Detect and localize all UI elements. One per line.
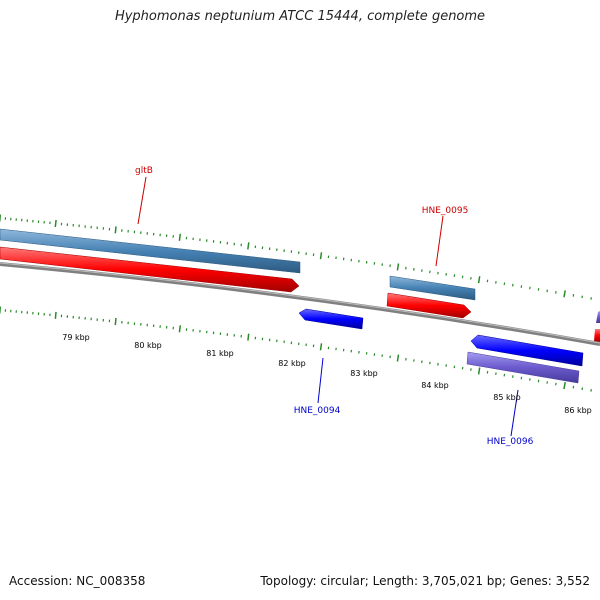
- cds-HNE_0094[interactable]: [298, 308, 364, 330]
- cds-HNE_0096[interactable]: [470, 334, 584, 367]
- scale-label: 79 kbp: [62, 333, 90, 342]
- label-HNE_0096[interactable]: HNE_0096: [487, 437, 534, 447]
- major-tick: [114, 226, 117, 234]
- scale-label: 81 kbp: [206, 349, 234, 358]
- map-title: Hyphomonas neptunium ATCC 15444, complet…: [114, 9, 486, 24]
- label-HNE_0094[interactable]: HNE_0094: [294, 406, 341, 416]
- outer-tick-ring: [0, 214, 592, 300]
- minor-tick: [581, 387, 584, 391]
- leader-HNE_0094: [317, 357, 324, 404]
- cds-HNE_0095[interactable]: [386, 292, 472, 319]
- major-tick: [563, 290, 566, 298]
- major-tick: [477, 276, 481, 284]
- scale-labels: 79 kbp 80 kbp 81 kbp 82 kbp 83 kbp 84 kb…: [62, 333, 592, 415]
- inner-tick-ring: [0, 306, 592, 392]
- minor-tick: [503, 373, 506, 377]
- leader-HNE_0095: [435, 215, 444, 267]
- cds-partial-right[interactable]: [594, 329, 600, 342]
- major-tick: [247, 333, 250, 341]
- accession-text: Accession: NC_008358: [9, 574, 146, 588]
- gene-gltB[interactable]: [0, 228, 301, 274]
- major-tick: [396, 354, 400, 362]
- scale-label: 85 kbp: [493, 393, 521, 402]
- cds-gltB[interactable]: [0, 246, 300, 293]
- scale-label: 86 kbp: [564, 406, 592, 415]
- cds-partial-right-reverse[interactable]: [596, 311, 600, 323]
- major-tick: [563, 381, 566, 390]
- major-tick: [54, 311, 57, 319]
- scale-label: 83 kbp: [350, 369, 378, 378]
- scale-label: 84 kbp: [421, 381, 449, 390]
- leader-HNE_0096: [510, 389, 519, 437]
- major-tick: [247, 242, 250, 250]
- major-tick: [396, 263, 400, 271]
- scale-label: 80 kbp: [134, 341, 162, 350]
- genome-backbone: [0, 262, 600, 346]
- label-HNE_0095[interactable]: HNE_0095: [422, 206, 469, 216]
- major-tick: [114, 318, 117, 326]
- label-gltB[interactable]: gltB: [135, 166, 153, 176]
- major-tick: [319, 252, 323, 260]
- scale-label: 82 kbp: [278, 359, 306, 368]
- leader-gltB: [137, 176, 147, 225]
- minor-tick: [537, 379, 540, 383]
- topology-summary: Topology: circular; Length: 3,705,021 bp…: [260, 574, 590, 588]
- major-tick: [319, 343, 323, 351]
- major-tick: [178, 325, 182, 333]
- gene-HNE_0095[interactable]: [389, 275, 476, 301]
- major-tick: [54, 219, 57, 227]
- major-tick: [477, 367, 481, 375]
- gene-HNE_0096[interactable]: [466, 351, 580, 384]
- major-tick: [178, 233, 182, 241]
